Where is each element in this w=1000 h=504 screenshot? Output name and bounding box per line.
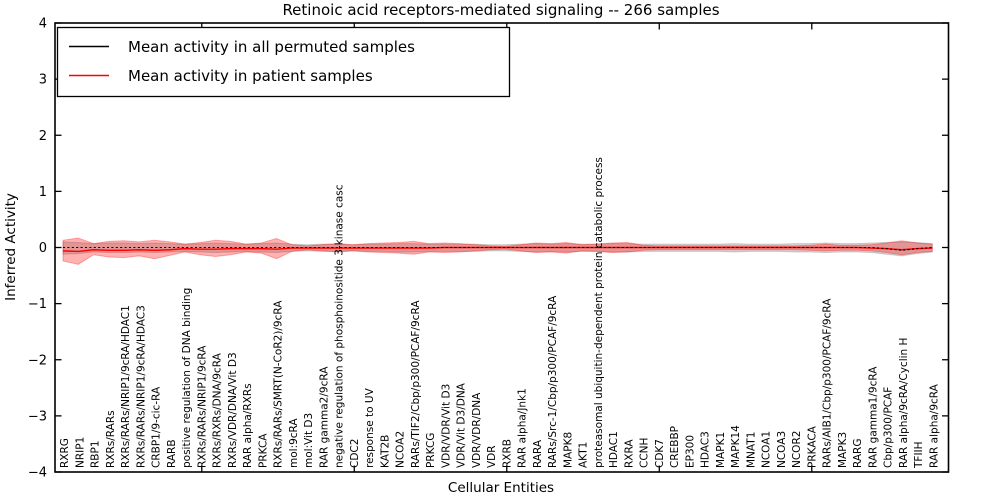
x-tick-label: VDR/Vit D3/DNA	[456, 382, 468, 468]
x-tick-label: negative regulation of phosphoinositide …	[334, 184, 346, 468]
y-tick-label: 0	[39, 241, 47, 256]
x-tick-label: RXRA	[623, 439, 635, 468]
x-tick-label: MAPK1	[715, 432, 727, 468]
x-tick-label: RXRB	[501, 439, 513, 468]
y-tick-label: 4	[39, 17, 47, 32]
x-tick-label: RAR alpha/9cRA/Cyclin H	[898, 338, 910, 468]
x-tick-label: proteasomal ubiquitin-dependent protein …	[593, 157, 605, 468]
x-tick-label: VDR/VDR/Vit D3	[440, 384, 452, 468]
x-axis-title: Cellular Entities	[448, 480, 554, 496]
x-tick-label: NCOA2	[395, 431, 407, 468]
x-tick-label: RXRG	[59, 438, 71, 468]
x-tick-label: PRKACA	[806, 425, 818, 468]
y-tick-label: 2	[39, 129, 47, 144]
x-tick-label: TFIIH	[913, 441, 925, 469]
x-tick-label: MAPK14	[730, 425, 742, 468]
x-tick-label: CRBP1/9-cic-RA	[151, 386, 163, 468]
permuted-samples-range-band	[62, 241, 933, 257]
x-tick-label: HDAC1	[608, 431, 620, 468]
y-tick-label: −1	[28, 297, 47, 312]
x-tick-label: CREBBP	[669, 426, 681, 468]
x-tick-label: KAT2B	[379, 435, 391, 468]
x-tick-label: RARs/TIF2/Cbp/p300/PCAF/9cRA	[410, 300, 422, 468]
patient-mean-line	[62, 246, 933, 253]
x-tick-label: RAR gamma2/9cRA	[318, 366, 330, 468]
x-tick-label: PRKCA	[257, 433, 269, 468]
x-tick-label: RXRs/RARs/NRIP1/9cRA	[196, 345, 208, 468]
x-tick-label: MAPK3	[837, 432, 849, 468]
legend-box	[56, 26, 511, 98]
x-tick-label: RXRs/RARs/SMRT(N-CoR2)/9cRA	[273, 300, 285, 468]
legend-label-patient: Mean activity in patient samples	[128, 67, 373, 85]
x-tick-label: mol:9cRA	[288, 418, 300, 468]
patient-samples-range-band	[62, 237, 933, 265]
x-tick-label: RARG	[852, 439, 864, 469]
x-tick-label: RARB	[166, 439, 178, 468]
x-tick-label: NRIP1	[74, 437, 86, 468]
x-tick-label: NCOA3	[776, 431, 788, 468]
legend-label-permuted: Mean activity in all permuted samples	[128, 38, 415, 56]
x-tick-label: CDK7	[654, 439, 666, 468]
x-tick-label: RAR gamma1/9cRA	[867, 366, 879, 468]
x-tick-label: CCNH	[639, 438, 651, 468]
y-axis-title: Inferred Activity	[3, 193, 19, 301]
y-tick-label: 3	[39, 73, 47, 88]
x-tick-label: RARs/Src-1/Cbp/p300/PCAF/9cRA	[547, 295, 559, 468]
x-tick-label: RXRs/RXRs/DNA/9cRA	[212, 352, 224, 468]
y-tick-label: −2	[28, 353, 47, 368]
y-tick-label: −4	[28, 466, 47, 481]
x-tick-label: VDR/VDR/DNA	[471, 392, 483, 468]
x-tick-label: RARs/AIB1/Cbp/p300/PCAF/9cRA	[822, 298, 834, 468]
x-tick-label: mol:Vit D3	[303, 413, 315, 468]
x-tick-label: RARA	[532, 439, 544, 468]
x-tick-label: MNAT1	[745, 432, 757, 468]
x-tick-label: positive regulation of DNA binding	[181, 288, 193, 468]
x-tick-label: Cbp/p300/PCAF	[883, 387, 895, 468]
x-tick-label: RAR alpha/9cRA	[928, 383, 940, 468]
x-tick-label: AKT1	[578, 442, 590, 468]
x-tick-label: NCOR2	[791, 431, 803, 468]
y-tick-label: 1	[39, 185, 47, 200]
x-tick-label: RXRs/RARs	[105, 410, 117, 468]
x-tick-label: HDAC3	[700, 431, 712, 468]
x-tick-label: RXRs/VDR/DNA/Vit D3	[227, 352, 239, 468]
x-tick-label: PRKCG	[425, 433, 437, 468]
x-tick-label: response to UV	[364, 387, 376, 468]
x-tick-label: RAR alpha/RXRs	[242, 383, 254, 468]
x-tick-label: RBP1	[90, 440, 102, 468]
x-tick-label: EP300	[684, 435, 696, 468]
x-tick-label: RXRs/RARs/NRIP1/9cRA/HDAC3	[135, 305, 147, 468]
x-tick-label: NCOA1	[761, 431, 773, 468]
x-tick-label: MAPK8	[562, 432, 574, 468]
x-tick-label: VDR	[486, 445, 498, 468]
x-tick-label: RAR alpha/Jnk1	[517, 388, 529, 468]
chart-title: Retinoic acid receptors-mediated signali…	[282, 1, 719, 19]
y-tick-label: −3	[28, 409, 47, 424]
x-tick-label: RXRs/RARs/NRIP1/9cRA/HDAC1	[120, 305, 132, 468]
x-tick-label: CDC2	[349, 439, 361, 468]
legend: Mean activity in all permuted samples Me…	[56, 26, 511, 98]
plot-area: RXRG NRIP1 RBP1 RXRs/RARs RXRs/RARs/NRIP1/9c…	[28, 17, 950, 481]
